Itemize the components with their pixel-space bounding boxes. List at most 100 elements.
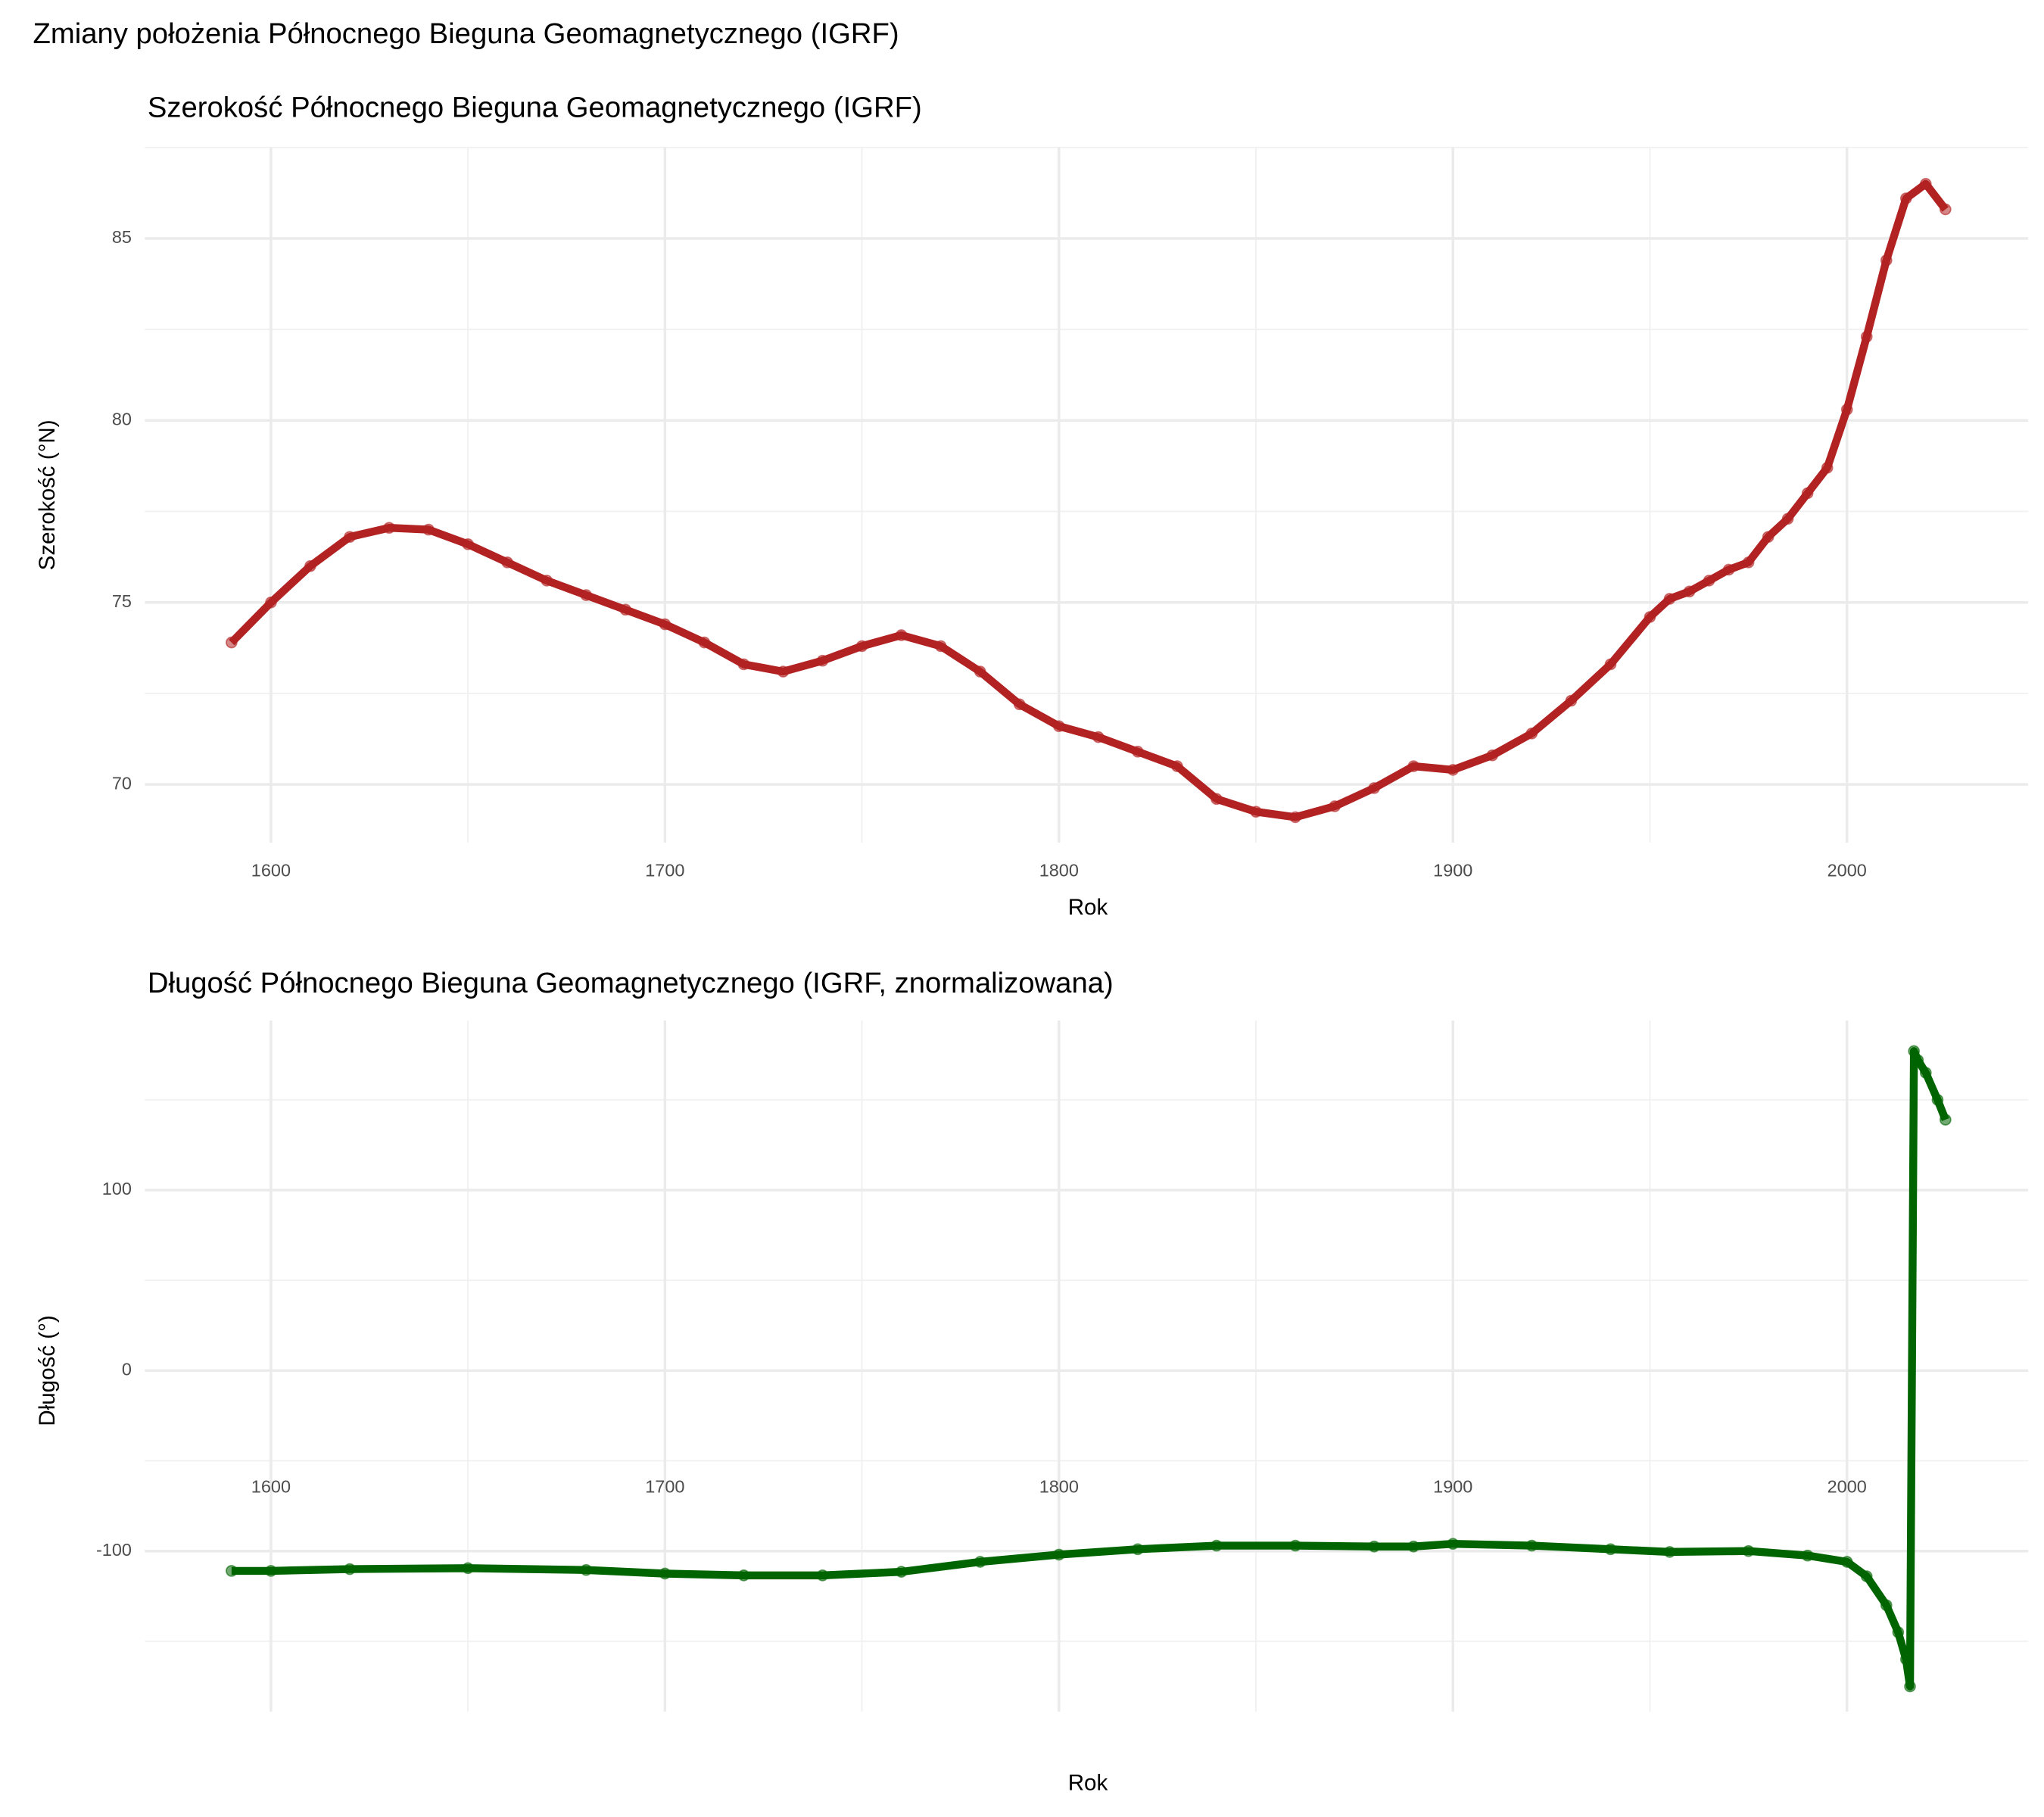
data-point	[1052, 1548, 1065, 1561]
data-point	[1860, 330, 1873, 343]
data-point	[1289, 811, 1301, 824]
data-point	[1683, 585, 1696, 598]
data-point	[974, 665, 986, 678]
data-point	[422, 523, 435, 536]
x-tick-label: 1900	[1433, 861, 1472, 880]
data-point	[1880, 254, 1893, 266]
x-tick-label: 1900	[1433, 1476, 1472, 1496]
data-point	[777, 665, 790, 678]
data-point	[1919, 1067, 1932, 1079]
data-point	[1525, 727, 1538, 740]
data-point	[1899, 192, 1912, 204]
data-point	[1565, 694, 1578, 707]
x-axis-label: Rok	[1068, 895, 1108, 920]
data-point	[1840, 1556, 1853, 1568]
data-point	[974, 1556, 986, 1568]
data-point	[816, 654, 829, 667]
y-tick-label: 0	[122, 1360, 132, 1379]
y-tick-label: 75	[112, 591, 132, 611]
data-point	[1211, 1539, 1223, 1552]
data-point	[541, 575, 553, 587]
data-point	[1329, 800, 1341, 812]
y-tick-label: 100	[102, 1179, 132, 1198]
data-point	[1801, 1549, 1814, 1562]
data-line	[229, 179, 1949, 821]
x-tick-label: 1800	[1039, 861, 1079, 880]
data-point	[1407, 760, 1420, 772]
data-point	[855, 640, 868, 653]
data-point	[1742, 556, 1755, 569]
y-tick-label: 85	[112, 227, 132, 247]
data-point	[1663, 593, 1676, 605]
data-point	[1940, 203, 1952, 216]
data-point	[1762, 531, 1774, 544]
y-axis-label: Długość (°)	[35, 1315, 60, 1426]
data-point	[501, 556, 514, 569]
data-point	[934, 640, 947, 653]
data-point	[580, 589, 593, 601]
data-point	[1368, 782, 1381, 794]
data-point	[1447, 1538, 1460, 1550]
data-point	[265, 1565, 277, 1577]
data-point	[344, 531, 356, 544]
x-tick-label: 1700	[645, 861, 684, 880]
data-point	[1013, 698, 1026, 711]
chart-title: Szerokość Północnego Bieguna Geomagnetyc…	[148, 91, 922, 123]
data-point	[619, 603, 632, 616]
data-point	[1892, 1626, 1905, 1638]
data-point	[304, 559, 316, 572]
data-point	[1703, 575, 1715, 587]
data-point	[1211, 793, 1223, 806]
data-point	[1604, 1543, 1617, 1556]
chart-title: Długość Północnego Bieguna Geomagnetyczn…	[148, 967, 1114, 999]
y-axis-label: Szerokość (°N)	[35, 419, 60, 570]
data-point	[1368, 1540, 1381, 1553]
x-axis-label: Rok	[1068, 1770, 1108, 1795]
data-point	[1821, 462, 1834, 474]
y-tick-label: 70	[112, 773, 132, 793]
data-point	[816, 1569, 829, 1582]
data-point	[1644, 611, 1656, 623]
data-point	[1250, 806, 1262, 818]
data-point	[895, 629, 908, 641]
y-tick-label: 80	[112, 410, 132, 429]
data-point	[1919, 178, 1932, 190]
data-point	[737, 1569, 750, 1582]
x-tick-label: 2000	[1827, 1476, 1867, 1496]
data-point	[1407, 1540, 1420, 1553]
data-point	[383, 522, 395, 535]
data-point	[1880, 1599, 1893, 1612]
data-point	[1912, 1054, 1924, 1067]
data-point	[1132, 1543, 1144, 1556]
data-point	[344, 1563, 356, 1575]
data-point	[1171, 760, 1183, 772]
data-point	[1722, 563, 1735, 576]
data-point	[1899, 1653, 1912, 1666]
data-point	[1940, 1114, 1952, 1126]
data-point	[1604, 658, 1617, 671]
data-point	[1781, 513, 1794, 525]
data-point	[462, 538, 474, 550]
x-tick-label: 1600	[251, 1476, 291, 1496]
data-point	[1486, 749, 1499, 762]
y-tick-label: -100	[96, 1540, 132, 1560]
x-tick-label: 1800	[1039, 1476, 1079, 1496]
data-point	[1525, 1539, 1538, 1552]
data-point	[895, 1566, 908, 1578]
data-point	[462, 1562, 474, 1575]
figure-title: Zmiany położenia Północnego Bieguna Geom…	[33, 17, 899, 50]
data-point	[1092, 731, 1105, 743]
data-point	[659, 1567, 671, 1580]
data-point	[265, 596, 277, 609]
data-point	[1447, 764, 1460, 776]
data-point	[1931, 1093, 1944, 1106]
data-point	[1801, 487, 1814, 500]
data-point	[226, 636, 238, 649]
data-point	[1860, 1570, 1873, 1582]
data-point	[1742, 1544, 1755, 1557]
x-tick-label: 1700	[645, 1476, 684, 1496]
x-tick-label: 2000	[1827, 861, 1867, 880]
data-point	[1289, 1539, 1301, 1552]
